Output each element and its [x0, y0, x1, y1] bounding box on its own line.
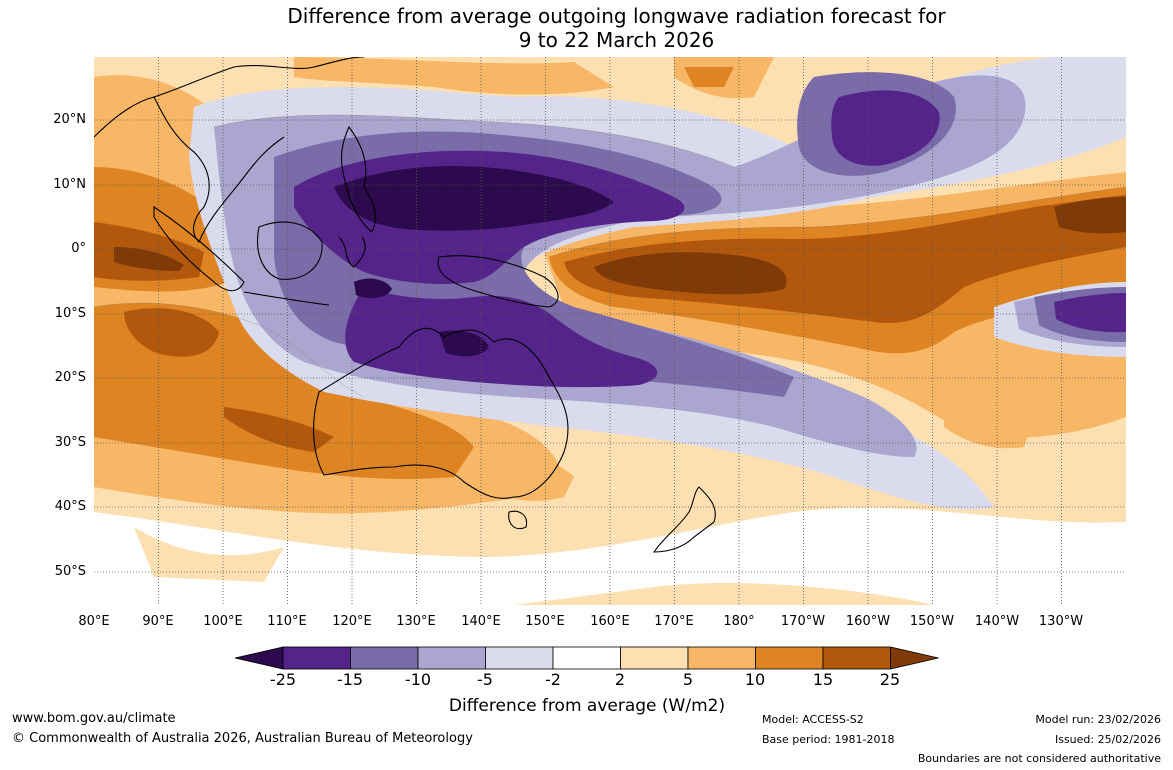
- lon-label-160w: 160°W: [845, 614, 891, 629]
- chart-title: Difference from average outgoing longwav…: [94, 4, 1139, 52]
- footer-url[interactable]: www.bom.gov.au/climate: [12, 711, 176, 726]
- lat-label-0: 0°: [71, 241, 86, 256]
- new-zealand-coastline: [652, 486, 716, 553]
- sulawesi-coastline: [338, 236, 366, 268]
- colorbar-bin: [350, 646, 419, 670]
- lon-label-100e: 100°E: [203, 614, 243, 629]
- lon-label-180: 180°: [723, 614, 755, 629]
- footer-issued: Issued: 25/02/2026: [1054, 733, 1161, 746]
- colorbar-tick-label: 10: [744, 670, 766, 689]
- title-line-1: Difference from average outgoing longwav…: [287, 4, 946, 28]
- title-line-2: 9 to 22 March 2026: [518, 28, 715, 52]
- colorbar-below-min: [234, 646, 284, 670]
- footer-base-period: Base period: 1981-2018: [762, 733, 895, 746]
- olr-anomaly-map: [94, 57, 1126, 605]
- lat-label-10s: 10°S: [54, 306, 86, 321]
- map-panel: [94, 57, 1126, 605]
- colorbar-tick-label: -2: [545, 670, 561, 689]
- colorbar-bin: [485, 646, 554, 670]
- footer-model: Model: ACCESS-S2: [762, 713, 864, 726]
- colorbar-tick-label: -15: [336, 670, 364, 689]
- lat-label-20s: 20°S: [54, 370, 86, 385]
- colorbar-tick-label: 25: [879, 670, 901, 689]
- lon-label-140w: 140°W: [974, 614, 1020, 629]
- colorbar-bin: [620, 646, 689, 670]
- colorbar-above-max: [890, 646, 939, 670]
- lat-label-40s: 40°S: [54, 499, 86, 514]
- lon-label-80e: 80°E: [78, 614, 110, 629]
- borneo-coastline: [256, 221, 323, 280]
- colorbar-bin: [552, 646, 621, 670]
- lat-label-10n: 10°N: [53, 177, 86, 192]
- footer-copyright: © Commonwealth of Australia 2026, Austra…: [12, 731, 473, 746]
- positive-above-25-regions: [114, 197, 1126, 295]
- australia-coastline: [313, 327, 569, 499]
- new-guinea-coastline: [437, 255, 559, 308]
- colorbar-bin: [755, 646, 824, 670]
- lon-label-90e: 90°E: [142, 614, 174, 629]
- colorbar-tick-label: 2: [614, 670, 626, 689]
- colorbar-tick-label: -10: [404, 670, 432, 689]
- lon-label-130w: 130°W: [1038, 614, 1084, 629]
- colorbar-bin: [417, 646, 486, 670]
- colorbar-bin: [822, 646, 891, 670]
- lon-label-150w: 150°W: [909, 614, 955, 629]
- footer-disclaimer: Boundaries are not considered authoritat…: [917, 752, 1161, 765]
- sumatra-coastline: [153, 205, 245, 292]
- lon-label-130e: 130°E: [396, 614, 436, 629]
- tasmania-coastline: [508, 510, 528, 530]
- philippines-coastline: [340, 125, 376, 233]
- asia-coastline: [94, 57, 365, 243]
- lat-label-30s: 30°S: [54, 435, 86, 450]
- colorbar-tick-label: 5: [682, 670, 694, 689]
- colorbar-bin: [282, 646, 351, 670]
- colorbar-tick-label: -5: [477, 670, 493, 689]
- colorbar-title: Difference from average (W/m2): [448, 696, 726, 716]
- lon-label-140e: 140°E: [461, 614, 501, 629]
- lat-label-50s: 50°S: [54, 564, 86, 579]
- colorbar: [234, 646, 939, 670]
- lon-label-110e: 110°E: [267, 614, 307, 629]
- footer-model-run: Model run: 23/02/2026: [1035, 713, 1161, 726]
- negative-below-25-regions: [334, 166, 614, 357]
- lon-label-120e: 120°E: [332, 614, 372, 629]
- contour-lines: [94, 114, 1126, 398]
- lon-label-170e: 170°E: [654, 614, 694, 629]
- gridlines: [94, 57, 1126, 605]
- lat-label-20n: 20°N: [53, 112, 86, 127]
- colorbar-bin: [687, 646, 756, 670]
- colorbar-tick-label: -25: [269, 670, 297, 689]
- coastlines: [94, 57, 716, 553]
- lon-label-160e: 160°E: [590, 614, 630, 629]
- lon-label-150e: 150°E: [525, 614, 565, 629]
- colorbar-tick-label: 15: [812, 670, 834, 689]
- lon-label-170w: 170°W: [780, 614, 826, 629]
- java-coastline: [243, 291, 330, 306]
